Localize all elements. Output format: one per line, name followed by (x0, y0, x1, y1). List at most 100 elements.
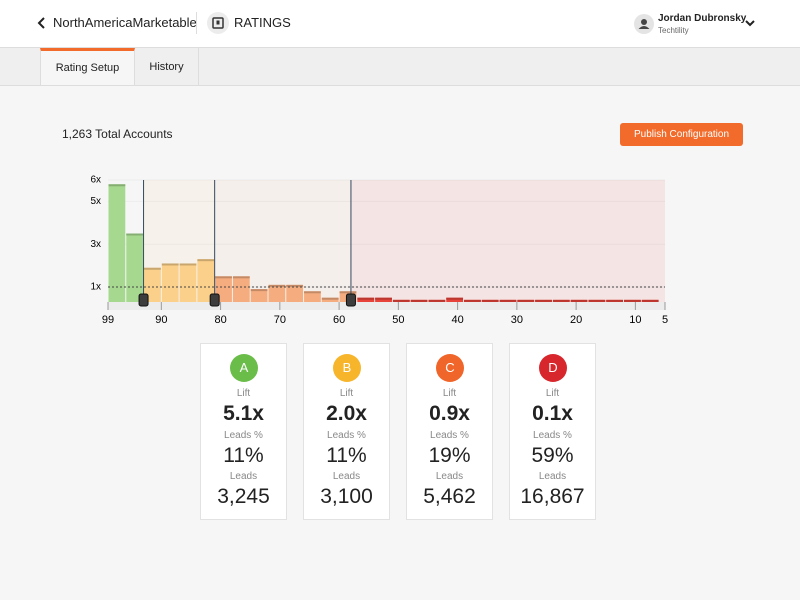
bar-top (179, 263, 197, 266)
metric-value: 5,462 (423, 485, 476, 508)
back-icon[interactable] (36, 16, 48, 30)
bar-top (357, 297, 375, 300)
x-tick-label: 10 (629, 314, 641, 326)
grade-card: D Lift 0.1x Leads % 59% Leads 16,867 (509, 343, 596, 520)
metric-label: Leads (538, 471, 567, 482)
divider (196, 12, 197, 34)
x-tick-label: 40 (451, 314, 463, 326)
bar-top (410, 299, 428, 302)
user-menu-caret[interactable] (744, 19, 756, 29)
bar (286, 284, 304, 302)
bar-top (161, 263, 179, 266)
metric-label: Leads % (533, 430, 572, 441)
bar (446, 297, 464, 302)
bar (126, 233, 144, 302)
bar-top (250, 289, 268, 292)
bar-top (268, 284, 286, 287)
bar-top (481, 299, 499, 302)
bar-top (641, 299, 659, 302)
x-tick-label: 99 (102, 314, 114, 326)
y-tick-label: 6x (90, 175, 101, 186)
bar-top (446, 297, 464, 300)
y-tick-label: 5x (90, 196, 101, 207)
bar-top (428, 299, 446, 302)
x-tick-label: 30 (511, 314, 523, 326)
grade-card: B Lift 2.0x Leads % 11% Leads 3,100 (303, 343, 390, 520)
grade-badge: A (230, 354, 258, 382)
back-title[interactable]: NorthAmericaMarketable (53, 15, 197, 30)
x-tick-label: 70 (274, 314, 286, 326)
threshold-handle[interactable] (209, 293, 220, 307)
bar-top (215, 276, 232, 279)
bar-top (624, 299, 641, 302)
x-axis (108, 302, 665, 310)
grade-badge: C (436, 354, 464, 382)
bar-top (339, 291, 357, 294)
tab[interactable]: Rating Setup (40, 48, 135, 85)
metric-value: 19% (428, 444, 471, 467)
bar (161, 263, 179, 302)
bar-top (375, 297, 392, 300)
bar-top (286, 284, 304, 287)
metric-label: Leads (332, 471, 361, 482)
bar-top (126, 233, 144, 236)
x-tick-label: 50 (392, 314, 404, 326)
tab[interactable]: History (135, 48, 199, 85)
bar-top (517, 299, 535, 302)
x-tick-label: 80 (214, 314, 226, 326)
bar (268, 284, 286, 302)
tab-bar: Rating Setup History (0, 48, 800, 86)
bar (375, 297, 392, 302)
x-tick-label: 90 (155, 314, 167, 326)
metric-label: Leads % (327, 430, 366, 441)
bar-top (552, 299, 570, 302)
metric-value: 0.1x (532, 402, 573, 425)
grade-region (350, 180, 665, 302)
threshold-handle[interactable] (345, 293, 356, 307)
bar-top (144, 267, 161, 270)
bar-top (197, 259, 215, 262)
bar (304, 291, 321, 302)
bar-top (392, 299, 410, 302)
grade-badge: B (333, 354, 361, 382)
bar-top (606, 299, 624, 302)
bar (321, 297, 339, 302)
x-tick-label: 5 (662, 314, 668, 326)
metric-label: Lift (236, 388, 251, 399)
bar (144, 267, 161, 302)
bar (197, 259, 215, 302)
threshold-handle[interactable] (138, 293, 149, 307)
user-org: Techtility (658, 26, 689, 35)
header: NorthAmericaMarketable RATINGS Jordan Du… (0, 0, 800, 48)
chart: 1x 3x 5x 6x 99 90 80 70 60 50 40 30 20 10 5 (90, 175, 668, 326)
bar-top (588, 299, 606, 302)
total-accounts: 1,263 Total Accounts (62, 127, 173, 141)
bar-top (535, 299, 552, 302)
grade-card: C Lift 0.9x Leads % 19% Leads 5,462 (406, 343, 493, 520)
bar (179, 263, 197, 302)
metric-value: 0.9x (429, 402, 470, 425)
bar-top (321, 297, 339, 300)
x-tick-label: 20 (570, 314, 582, 326)
bar (250, 289, 268, 302)
metric-value: 59% (531, 444, 574, 467)
metric-value: 2.0x (326, 402, 367, 425)
grade-badge: D (539, 354, 567, 382)
publish-button[interactable]: Publish Configuration (620, 123, 743, 146)
bar (232, 276, 250, 302)
metric-value: 3,100 (320, 485, 373, 508)
user-name[interactable]: Jordan Dubronsky (658, 13, 747, 24)
bar (108, 184, 126, 302)
metric-value: 11% (326, 444, 367, 467)
metric-value: 3,245 (217, 485, 270, 508)
y-tick-label: 3x (90, 239, 101, 250)
y-tick-label: 1x (90, 282, 101, 293)
metric-value: 16,867 (520, 485, 585, 508)
x-tick-label: 60 (333, 314, 345, 326)
bar (357, 297, 375, 302)
metric-label: Lift (339, 388, 354, 399)
metric-label: Leads (229, 471, 258, 482)
user-avatar[interactable] (634, 14, 654, 34)
bar-top (499, 299, 517, 302)
